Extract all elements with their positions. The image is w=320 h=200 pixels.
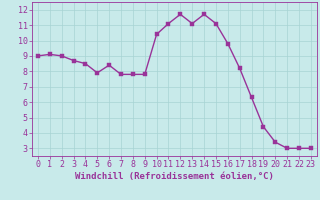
X-axis label: Windchill (Refroidissement éolien,°C): Windchill (Refroidissement éolien,°C) (75, 172, 274, 181)
